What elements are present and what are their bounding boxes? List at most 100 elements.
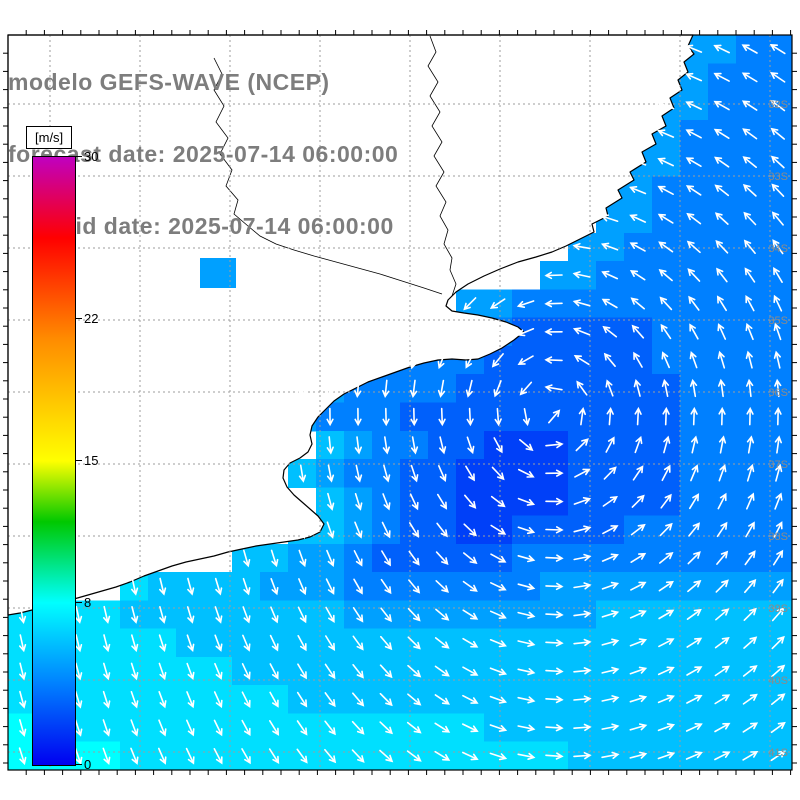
wind-arrow (463, 523, 477, 537)
wind-arrow (408, 579, 421, 594)
wind-arrow (690, 406, 698, 426)
wind-arrow (269, 663, 279, 680)
wind-arrow (771, 693, 786, 706)
wind-arrow (517, 668, 536, 676)
colorbar-tick-mark (75, 156, 82, 157)
wind-arrow (631, 494, 645, 508)
wind-arrow (573, 553, 592, 562)
wind-arrow (601, 553, 619, 562)
wind-arrow (771, 664, 786, 678)
wind-arrow (353, 351, 362, 370)
wind-arrow (517, 724, 536, 732)
wind-arrow (434, 665, 450, 677)
wind-arrow (131, 577, 139, 596)
wind-arrow (718, 378, 726, 398)
colorbar-tick-mark (75, 764, 82, 765)
wind-arrow (685, 157, 702, 167)
wind-arrow (489, 298, 506, 309)
wind-arrow (632, 465, 644, 481)
wind-arrow (630, 581, 647, 591)
wind-arrow (354, 493, 363, 511)
wind-arrow (744, 550, 756, 566)
wind-arrow (158, 719, 167, 737)
wind-arrow (465, 379, 473, 398)
lat-label: 40S (768, 675, 788, 687)
wind-arrow (771, 607, 785, 622)
wind-arrow (545, 752, 564, 760)
wind-arrow (297, 606, 307, 624)
wind-arrow (517, 355, 534, 365)
wind-arrow (545, 611, 564, 619)
wind-arrow (270, 549, 279, 568)
wind-arrow (408, 550, 420, 566)
wind-arrow (19, 719, 27, 737)
wind-arrow (746, 406, 754, 426)
colorbar-tick-label: 15 (84, 453, 99, 468)
wind-arrow (685, 44, 703, 53)
wind-arrow (689, 378, 698, 398)
lat-label: 35S (768, 315, 788, 327)
wind-arrow (517, 611, 536, 619)
wind-arrow (298, 549, 307, 568)
wind-arrow (465, 352, 475, 369)
wind-arrow (629, 751, 648, 759)
wind-arrow (716, 521, 728, 538)
river-line (427, 35, 457, 297)
graticule-layer (8, 35, 792, 770)
wind-arrow (773, 322, 782, 341)
wind-arrow (715, 239, 729, 254)
wind-arrow (410, 407, 418, 427)
colorbar-gradient (32, 156, 76, 766)
colorbar-unit-label: [m/s] (26, 126, 73, 149)
wind-arrow (633, 378, 641, 397)
wind-arrow (462, 666, 479, 676)
wind-arrow (325, 578, 335, 595)
wind-arrow (770, 155, 785, 169)
wind-arrow (379, 664, 393, 679)
wind-arrow (686, 694, 703, 704)
wind-arrow (545, 526, 564, 534)
wind-arrow (352, 607, 364, 623)
wind-arrow (660, 493, 672, 509)
wind-arrow (544, 271, 563, 280)
wind-arrow (465, 465, 475, 482)
wind-arrow (770, 71, 786, 83)
wind-arrow (489, 752, 508, 761)
wind-arrow (716, 550, 729, 565)
wind-arrow (573, 752, 592, 760)
wind-arrow (354, 521, 363, 539)
wind-arrow (545, 497, 564, 506)
wind-arrow (462, 637, 479, 648)
wind-arrow (18, 605, 27, 625)
wind-arrow (630, 297, 645, 310)
wind-arrow (743, 239, 756, 254)
wind-arrow (298, 407, 306, 427)
wind-arrow (241, 748, 251, 765)
wind-arrow (214, 662, 223, 680)
wind-arrow (352, 664, 364, 679)
wind-arrow (382, 436, 390, 455)
land-layer (7, 34, 695, 616)
wind-arrow (324, 720, 336, 736)
wind-arrow (522, 408, 531, 427)
wind-arrow (517, 328, 535, 337)
frame-layer (3, 30, 797, 775)
wind-arrow (633, 351, 643, 368)
wind-arrow (572, 327, 591, 336)
wind-arrow (269, 634, 279, 652)
wind-arrow (326, 436, 334, 455)
wind-arrow (545, 667, 564, 675)
wind-arrow (130, 747, 139, 765)
wind-arrow (380, 607, 392, 623)
wind-arrow (102, 690, 111, 709)
wind-arrow (464, 494, 477, 509)
wind-arrow (657, 666, 675, 676)
wind-arrow (130, 691, 139, 709)
wind-arrow (545, 695, 564, 704)
wind-arrow (628, 129, 647, 138)
wind-arrow (437, 324, 447, 341)
wind-arrow (717, 492, 727, 510)
wind-arrow (519, 439, 534, 452)
wind-arrow (687, 551, 701, 565)
lat-label: 32S (768, 99, 788, 111)
